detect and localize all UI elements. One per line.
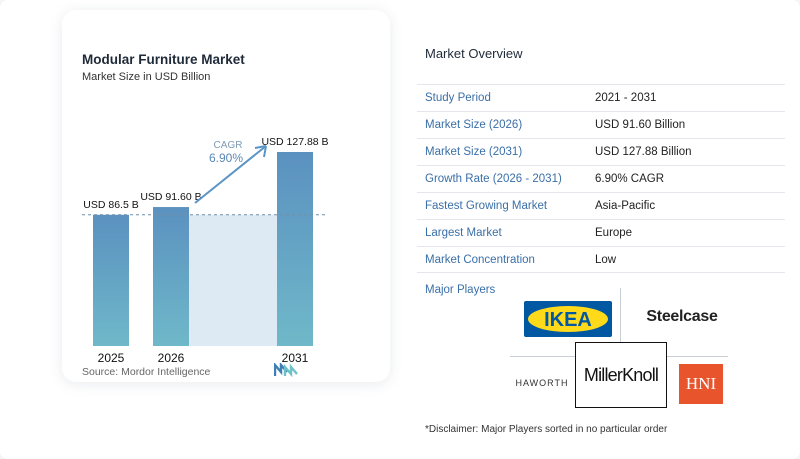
overview-table: Study Period 2021 - 2031 Market Size (2026… [417, 84, 785, 273]
millerknoll-logo-text: MillerKnoll [583, 364, 659, 385]
haworth-logo-text: HAWORTH [515, 378, 569, 388]
overview-row: Largest Market Europe [417, 219, 785, 246]
x-tick-label-2026: 2026 [158, 351, 185, 365]
x-tick-label-2031: 2031 [282, 351, 309, 365]
data-label-2031: USD 127.88 B [261, 136, 328, 148]
x-tick-label-2025: 2025 [98, 351, 125, 365]
bar-2025 [93, 214, 129, 346]
overview-row: Growth Rate (2026 - 2031) 6.90% CAGR [417, 165, 785, 192]
overview-row-label: Growth Rate (2026 - 2031) [425, 173, 562, 185]
cagr-arrow [194, 145, 267, 204]
chart-subtitle: Market Size in USD Billion [82, 71, 211, 83]
cagr-label: CAGR [214, 140, 243, 151]
source-note: Source: Mordor Intelligence [82, 366, 211, 378]
chart-card: Modular Furniture Market Market Size in … [62, 10, 390, 382]
overview-row: Market Concentration Low [417, 246, 785, 273]
data-label-2026: USD 91.60 B [140, 191, 201, 203]
disclaimer: *Disclaimer: Major Players sorted in no … [425, 424, 668, 435]
major-players-label: Major Players [425, 284, 496, 296]
ikea-logo: IKEA [523, 300, 613, 338]
overview-row-label: Study Period [425, 92, 491, 104]
overview-row: Market Size (2031) USD 127.88 Billion [417, 138, 785, 165]
cagr-arrowhead [254, 145, 267, 158]
data-label-2025: USD 86.5 B [83, 199, 138, 211]
chart-title: Modular Furniture Market [82, 52, 245, 67]
overview-title: Market Overview [425, 46, 523, 61]
steelcase-logo-text: Steelcase [646, 308, 718, 325]
ikea-logo-text: IKEA [544, 309, 592, 331]
hni-logo-text: HNI [685, 374, 717, 393]
haworth-logo: HAWORTH [511, 368, 573, 398]
overview-row-value: Europe [595, 227, 633, 239]
logo-divider-vertical [620, 288, 621, 354]
overview-row-label: Largest Market [425, 227, 502, 239]
millerknoll-logo: MillerKnoll [575, 342, 667, 408]
mordor-logo-icon [274, 363, 298, 377]
overview-row-value: Low [595, 253, 617, 266]
overview-row-value: 6.90% CAGR [595, 173, 665, 185]
market-overview-panel: Market Overview Study Period 2021 - 2031 M… [415, 0, 800, 459]
overview-row-value: Asia-Pacific [595, 200, 656, 212]
hni-logo: HNI [679, 364, 723, 404]
bar-2026 [153, 207, 189, 346]
cagr-value: 6.90% [209, 151, 243, 165]
overview-row-value: USD 127.88 Billion [595, 146, 692, 158]
overview-row: Fastest Growing Market Asia-Pacific [417, 192, 785, 219]
overview-row: Study Period 2021 - 2031 [417, 84, 785, 111]
bar-2031 [277, 152, 313, 346]
overview-row-value: USD 91.60 Billion [595, 119, 686, 131]
overview-row-label: Fastest Growing Market [425, 200, 548, 212]
overview-row-label: Market Size (2031) [425, 146, 523, 158]
overview-row-value: 2021 - 2031 [595, 92, 657, 104]
overview-row-label: Market Size (2026) [425, 119, 523, 131]
overview-row-label: Market Concentration [425, 253, 535, 266]
steelcase-logo: Steelcase [627, 300, 737, 334]
growth-area [189, 214, 277, 346]
overview-row: Market Size (2026) USD 91.60 Billion [417, 111, 785, 138]
